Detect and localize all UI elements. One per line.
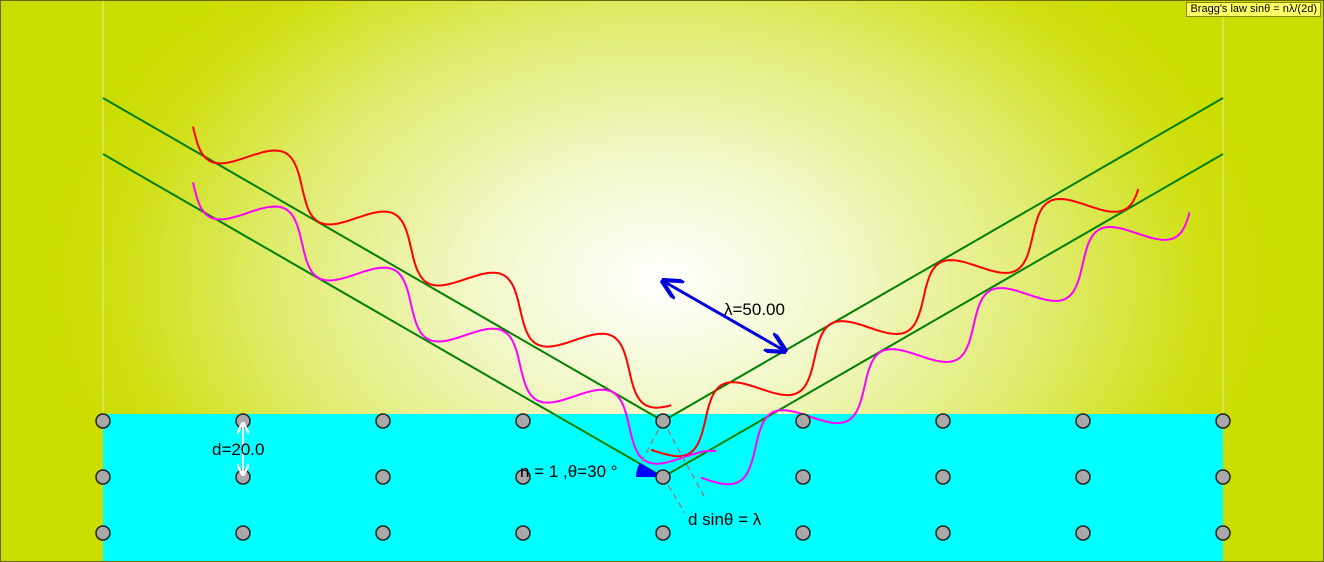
lattice-atom xyxy=(375,525,391,541)
lattice-atom xyxy=(515,525,531,541)
ray-line xyxy=(102,97,664,422)
lattice-atom xyxy=(515,469,531,485)
lattice-atom xyxy=(1075,525,1091,541)
lattice-atom xyxy=(1215,525,1231,541)
d-spacing-label: d=20.0 xyxy=(212,440,264,459)
lattice-atom xyxy=(935,469,951,485)
lattice-atom xyxy=(935,525,951,541)
wave-top xyxy=(192,126,1140,458)
ray-line xyxy=(662,97,1224,422)
lattice-atom xyxy=(935,413,951,429)
lattice-atom xyxy=(655,469,671,485)
lattice-atom xyxy=(1075,413,1091,429)
path-difference-label: d sinθ = λ xyxy=(688,510,762,529)
lattice-atom xyxy=(375,469,391,485)
path-difference-dashes xyxy=(640,420,706,514)
rays xyxy=(102,97,1224,478)
lattice-atom xyxy=(515,413,531,429)
lattice-atom xyxy=(95,469,111,485)
lattice-atom xyxy=(795,413,811,429)
wave-bottom xyxy=(192,182,1191,486)
lattice-atom xyxy=(1075,469,1091,485)
lattice-atom xyxy=(795,525,811,541)
lattice-atom xyxy=(655,413,671,429)
lattice-atom xyxy=(375,413,391,429)
lattice-atom xyxy=(655,525,671,541)
order-angle-label: n = 1 ,θ=30 ° xyxy=(520,462,618,481)
lattice-atom xyxy=(1215,413,1231,429)
lattice-atom xyxy=(95,525,111,541)
ray-line xyxy=(662,153,1224,478)
wavelength-label: λ=50.00 xyxy=(724,300,785,319)
lattice-atom xyxy=(235,525,251,541)
lattice-atom xyxy=(95,413,111,429)
title-badge: Bragg's law sinθ = nλ/(2d) xyxy=(1186,2,1321,17)
lattice-atom xyxy=(795,469,811,485)
ray-line xyxy=(102,153,664,478)
wavelength-arrow[interactable] xyxy=(663,281,785,351)
lattice-atom xyxy=(1215,469,1231,485)
